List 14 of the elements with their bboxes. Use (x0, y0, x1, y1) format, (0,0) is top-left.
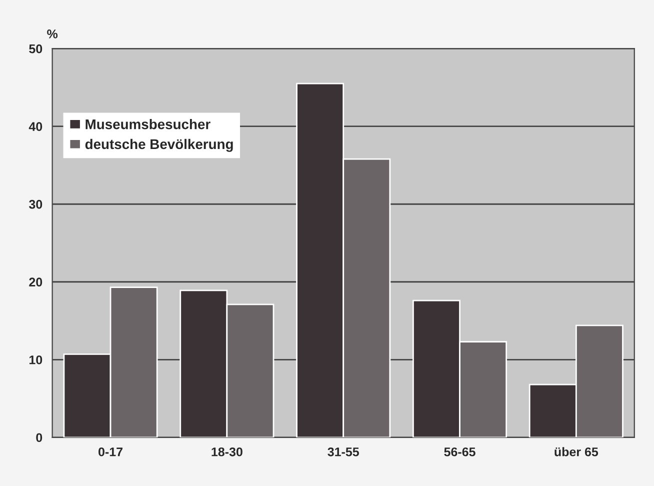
y-tick-label: 40 (28, 122, 42, 132)
y-tick-label: 30 (28, 200, 42, 209)
x-tick-label: 18-30 (212, 447, 242, 456)
y-axis-title: % (47, 30, 58, 38)
y-tick-label: 50 (29, 44, 42, 54)
y-tick-label: 10 (29, 355, 42, 364)
y-tick-label: 20 (29, 278, 42, 287)
x-tick-label: 31-55 (328, 447, 359, 456)
x-tick-label: 56-65 (444, 447, 476, 456)
legend-label: Museumsbesucher (86, 119, 210, 130)
legend-label: deutsche Bevölkerung (85, 138, 233, 152)
y-tick-label: 0 (36, 433, 42, 442)
x-tick-label: 0-17 (98, 447, 122, 456)
x-tick-label: über 65 (554, 447, 598, 456)
